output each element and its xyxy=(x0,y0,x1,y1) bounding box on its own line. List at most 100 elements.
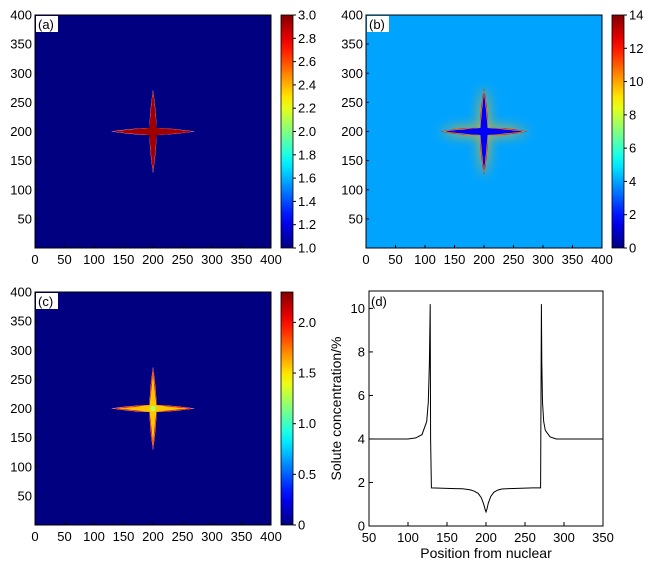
x-tick-label: 250 xyxy=(172,529,194,544)
colorbar-tick-label: 1.4 xyxy=(298,194,316,209)
panel-b-label-bg xyxy=(367,16,389,32)
y-tick-label: 400 xyxy=(341,8,363,23)
colorbar-tick-label: 10 xyxy=(629,74,643,89)
panel-b: (b)0 50 100 150 200 250 300 350 4004003503002502… xyxy=(341,8,643,268)
colorbar-tick-label: 2.6 xyxy=(298,54,316,69)
x-tick-label: 400 xyxy=(260,529,282,544)
x-tick-label: 300 xyxy=(201,252,223,267)
y-tick-label: 50 xyxy=(18,211,32,226)
x-tick-label: 0 xyxy=(31,529,38,544)
colorbar-tick-label: 4 xyxy=(629,174,636,189)
colorbar-tick-label: 2 xyxy=(629,207,636,222)
y-tick-label: 150 xyxy=(10,430,32,445)
y-tick-label: 50 xyxy=(349,211,363,226)
solute-depleted xyxy=(444,91,524,172)
y-tick-label: 200 xyxy=(10,401,32,416)
x-tick-label: 200 xyxy=(473,252,495,267)
y-tick-label: 300 xyxy=(10,66,32,81)
panel-b-label: (b) xyxy=(369,17,385,32)
y-tick-label: 4 xyxy=(358,431,365,446)
y-tick-label: 0 xyxy=(358,519,365,534)
dendrite-center xyxy=(150,405,156,412)
colorbar-tick-label: 2.8 xyxy=(298,31,316,46)
y-tick-label: 10 xyxy=(351,301,365,316)
x-tick-label: 150 xyxy=(113,529,135,544)
colorbar-tick-label: 1.0 xyxy=(298,241,316,256)
colorbar-tick-label: 2.4 xyxy=(298,77,316,92)
x-tick-label: 350 xyxy=(231,529,253,544)
y-tick-label: 200 xyxy=(10,124,32,139)
colorbar-tick-label: 0 xyxy=(629,241,636,256)
panel-a-label-bg xyxy=(36,16,58,32)
y-tick-label: 100 xyxy=(341,182,363,197)
x-tick-label: 350 xyxy=(231,252,253,267)
panel-c-colorbar xyxy=(280,291,294,526)
colorbar-tick-label: 3.0 xyxy=(298,8,316,23)
colorbar-tick-label: 2.2 xyxy=(298,101,316,116)
panel-a: (a) 0 50 100 150 200 250 300 350 400 400 350 300 250 2… xyxy=(10,8,316,268)
x-tick-label: 250 xyxy=(514,530,536,545)
y-tick-label: 400 xyxy=(10,8,32,23)
colorbar-tick-label: 1.2 xyxy=(298,217,316,232)
colorbar-tick-label: 0.5 xyxy=(298,467,316,482)
colorbar-tick-label: 12 xyxy=(629,41,643,56)
x-axis-title: Position from nuclear xyxy=(420,545,552,561)
x-tick-label: 0 xyxy=(31,252,38,267)
y-tick-label: 350 xyxy=(10,314,32,329)
y-tick-label: 400 xyxy=(10,285,32,300)
colorbar-tick-label: 1.8 xyxy=(298,147,316,162)
x-tick-label: 200 xyxy=(475,530,497,545)
y-tick-label: 300 xyxy=(10,343,32,358)
x-tick-label: 0 xyxy=(362,252,369,267)
colorbar-tick-label: 2.0 xyxy=(298,315,316,330)
x-tick-label: 50 xyxy=(57,529,71,544)
x-tick-label: 350 xyxy=(562,252,584,267)
y-tick-label: 350 xyxy=(10,37,32,52)
x-tick-label: 300 xyxy=(532,252,554,267)
y-tick-label: 200 xyxy=(341,124,363,139)
x-tick-label: 50 xyxy=(362,530,376,545)
x-tick-label: 200 xyxy=(142,529,164,544)
panel-d-label: (d) xyxy=(371,294,387,309)
y-tick-label: 100 xyxy=(10,182,32,197)
x-tick-label: 100 xyxy=(414,252,436,267)
colorbar-tick-label: 1.6 xyxy=(298,171,316,186)
colorbar-tick-label: 1.5 xyxy=(298,366,316,381)
y-tick-label: 350 xyxy=(341,37,363,52)
y-tick-label: 100 xyxy=(10,459,32,474)
y-axis-title: Solute concentration/% xyxy=(328,337,344,481)
x-tick-label: 350 xyxy=(592,530,614,545)
x-tick-label: 100 xyxy=(83,252,105,267)
x-tick-label: 150 xyxy=(113,252,135,267)
panel-c: (c) 0 50 100 150 200 250 300 350 400 400 350 300 250 2… xyxy=(10,285,316,545)
x-tick-label: 250 xyxy=(172,252,194,267)
panel-d-frame xyxy=(368,290,604,527)
x-tick-label: 250 xyxy=(503,252,525,267)
colorbar-tick-label: 0 xyxy=(298,518,305,533)
y-tick-label: 250 xyxy=(10,95,32,110)
y-tick-label: 8 xyxy=(358,344,365,359)
x-tick-label: 300 xyxy=(201,529,223,544)
y-tick-label: 150 xyxy=(341,153,363,168)
colorbar-tick-label: 2.0 xyxy=(298,124,316,139)
colorbar-tick-label: 6 xyxy=(629,141,636,156)
x-tick-label: 100 xyxy=(397,530,419,545)
x-tick-label: 400 xyxy=(260,252,282,267)
dendrite-inner xyxy=(116,95,190,168)
panel-d: 50 100 150 200 250 300 350 0 2 4 6 8 10 (d) Position f… xyxy=(328,290,614,561)
x-tick-label: 300 xyxy=(553,530,575,545)
panel-b-colorbar xyxy=(611,14,625,249)
panel-c-label: (c) xyxy=(38,294,53,309)
panel-a-colorbar xyxy=(280,14,294,249)
y-tick-label: 250 xyxy=(341,95,363,110)
y-tick-label: 6 xyxy=(358,388,365,403)
colorbar-tick-label: 8 xyxy=(629,107,636,122)
panel-c-label-bg xyxy=(36,293,58,309)
y-tick-label: 250 xyxy=(10,372,32,387)
colorbar-tick-label: 1.0 xyxy=(298,416,316,431)
x-tick-label: 150 xyxy=(444,252,466,267)
x-tick-label: 50 xyxy=(388,252,402,267)
x-tick-label: 400 xyxy=(591,252,613,267)
y-tick-label: 50 xyxy=(18,488,32,503)
